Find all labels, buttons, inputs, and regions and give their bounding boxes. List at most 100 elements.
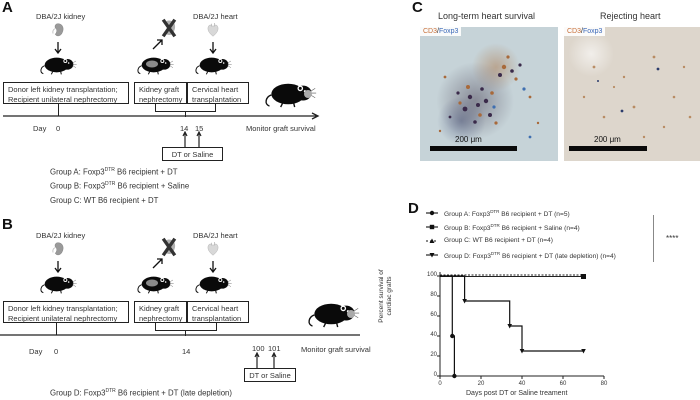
connector — [155, 323, 157, 331]
connector — [185, 111, 187, 117]
arrow-up-right-icon — [152, 258, 163, 269]
stain-legend: CD3/Foxp3 — [564, 27, 606, 36]
arrow-down-icon — [54, 261, 62, 273]
mouse-with-kidney-icon — [135, 53, 175, 77]
kidney-icon — [51, 241, 65, 257]
box-text: Donor left kidney transplantation; — [8, 85, 118, 94]
x-tick: 60 — [559, 381, 567, 387]
box-text: transplantation — [192, 95, 242, 104]
significance-bracket — [653, 215, 655, 262]
box-text: Donor left kidney transplantation; — [8, 304, 118, 313]
day-101: 101 — [268, 344, 281, 353]
square-marker-icon — [581, 274, 586, 279]
day-0: 0 — [54, 347, 59, 356]
box-text: Cervical heart — [192, 85, 239, 94]
scale-bar-label: 200 μm — [594, 135, 621, 144]
legend-item-group-d: Group D: Foxp3DTR B6 recipient + DT (lat… — [444, 251, 616, 261]
box-text: Recipient unilateral nephrectomy — [8, 314, 118, 323]
mouse-with-kidney-icon — [135, 272, 175, 296]
circle-marker-icon — [452, 373, 457, 379]
y-axis-label-line2: cardiac grafts — [385, 276, 393, 316]
kidney-transplant-box: Donor left kidney transplantation; Recip… — [3, 301, 129, 323]
micrograph-left-title: Long-term heart survival — [438, 11, 536, 21]
panel-a-label: A — [2, 0, 13, 16]
y-tick: 60 — [430, 312, 437, 318]
x-ticks — [439, 376, 605, 379]
donor-kidney-label: DBA/2J kidney — [36, 231, 86, 240]
treatment-arrows — [254, 352, 277, 368]
mouse-icon — [193, 53, 233, 77]
x-tick: 40 — [518, 381, 526, 387]
day-14: 14 — [182, 347, 191, 356]
day-label: Day — [29, 347, 43, 356]
heart-icon — [206, 241, 220, 257]
group-a-text: Group A: Foxp3DTR B6 recipient + DT — [50, 167, 178, 177]
mouse-icon — [38, 53, 78, 77]
connector — [216, 323, 218, 331]
box-text: Kidney graft — [139, 304, 180, 313]
y-axis-label-line1: Percent survival of — [378, 269, 385, 323]
triangle-down-marker-icon — [507, 324, 512, 329]
connector — [58, 104, 60, 116]
x-axis-label: Days post DT or Saline treament — [466, 390, 568, 397]
micrograph-long-term-survival: CD3/Foxp3 200 μm — [420, 27, 558, 161]
monitor-label: Monitor graft survival — [301, 345, 371, 354]
treatment-arrows — [182, 131, 202, 147]
legend-item-group-b: Group B: Foxp3DTR B6 recipient + Saline … — [444, 223, 580, 233]
triangle-down-marker-icon — [462, 299, 467, 304]
day-100: 100 — [252, 344, 265, 353]
mouse-monitor-icon — [305, 298, 361, 330]
series-group-d — [440, 275, 584, 352]
cell-dots — [438, 55, 540, 139]
box-text: Kidney graft — [139, 85, 180, 94]
axes — [437, 272, 605, 379]
group-d-text: Group D: Foxp3DTR B6 recipient + DT (lat… — [50, 388, 232, 398]
group-b-text: Group B: Foxp3DTR B6 recipient + Saline — [50, 181, 190, 191]
box-text: nephrectomy — [139, 314, 183, 323]
crossed-kidney-icon — [160, 237, 178, 257]
donor-kidney-label: DBA/2J kidney — [36, 12, 86, 21]
x-tick: 0 — [438, 381, 442, 387]
circle-marker-icon — [429, 210, 435, 216]
scale-bar — [569, 146, 647, 151]
legend-item-group-a: Group A: Foxp3DTR B6 recipient + DT (n=5… — [444, 209, 570, 219]
y-tick: 80 — [430, 292, 437, 298]
heart-transplant-box: Cervical heart transplantation — [187, 301, 249, 323]
crossed-kidney-icon — [160, 18, 178, 38]
scale-bar-label: 200 μm — [455, 135, 482, 144]
monitor-label: Monitor graft survival — [246, 124, 316, 133]
kidney-nephrectomy-box: Kidney graft nephrectomy — [134, 82, 187, 104]
donor-heart-label: DBA/2J heart — [193, 231, 238, 240]
micrograph-right-title: Rejecting heart — [600, 11, 661, 21]
x-tick: 20 — [477, 381, 485, 387]
y-tick: 40 — [430, 332, 437, 338]
connector — [185, 330, 187, 336]
micrograph-rejecting-heart: CD3/Foxp3 200 μm — [564, 27, 700, 161]
arrow-down-icon — [54, 42, 62, 54]
triangle-down-marker-icon — [581, 349, 586, 354]
box-text: nephrectomy — [139, 95, 183, 104]
connector — [215, 104, 217, 112]
group-c-text: Group C: WT B6 recipient + DT — [50, 196, 159, 205]
arrow-down-icon — [209, 42, 217, 54]
heart-icon — [206, 22, 220, 38]
mouse-icon — [193, 272, 233, 296]
circle-marker-icon — [450, 333, 455, 339]
kidney-nephrectomy-box: Kidney graft nephrectomy — [134, 301, 187, 323]
dt-saline-box-b: DT or Saline — [244, 368, 296, 382]
arrow-down-icon — [209, 261, 217, 273]
timeline-arrow — [3, 112, 320, 120]
stain-legend: CD3/Foxp3 — [420, 27, 462, 36]
kidney-transplant-box: Donor left kidney transplantation; Recip… — [3, 82, 129, 104]
panel-b-label: B — [2, 216, 13, 233]
y-axis-label: Percent survival of cardiac grafts — [378, 256, 393, 336]
panel-d-label: D — [408, 200, 419, 217]
arrow-up-right-icon — [152, 39, 163, 50]
triangle-up-marker-icon — [429, 238, 435, 243]
mouse-monitor-icon — [262, 78, 318, 110]
dt-saline-box-a: DT or Saline — [162, 147, 223, 161]
significance-stars: **** — [666, 234, 679, 243]
box-text: transplantation — [192, 314, 242, 323]
triangle-down-marker-icon — [429, 253, 435, 258]
series-group-a — [440, 275, 455, 376]
